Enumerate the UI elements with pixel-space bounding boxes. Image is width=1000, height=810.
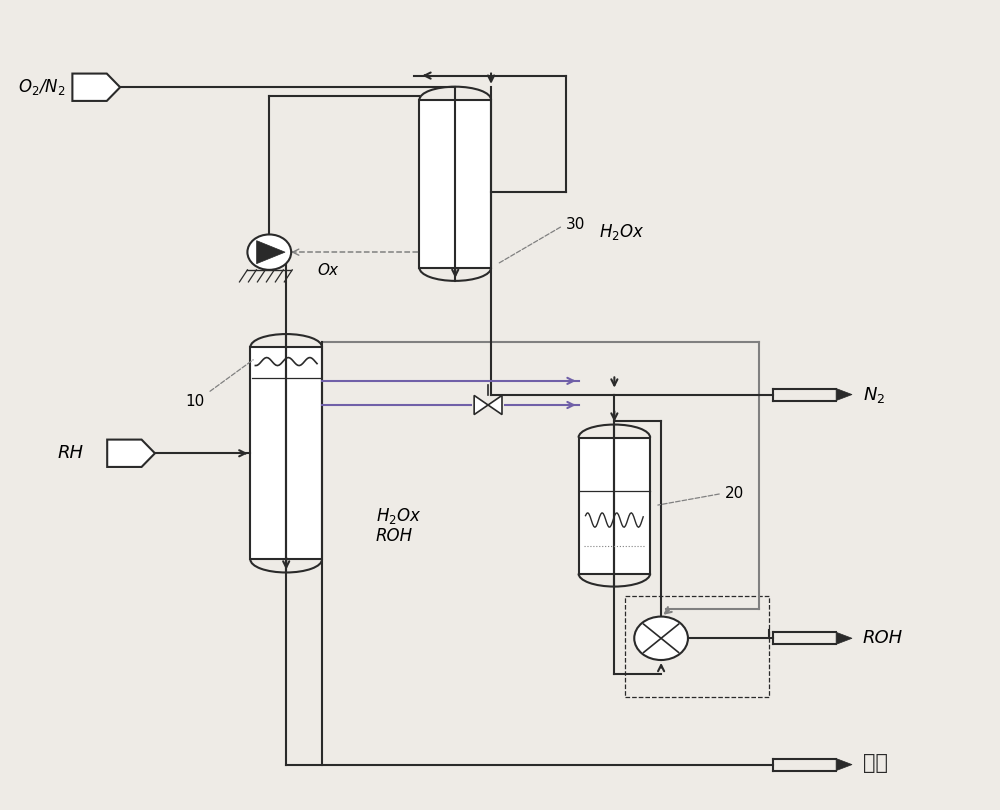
Text: 排放: 排放 [863, 753, 888, 773]
Polygon shape [107, 440, 155, 467]
Text: 20: 20 [658, 485, 744, 505]
Polygon shape [474, 395, 488, 415]
Text: RH: RH [57, 444, 83, 463]
Text: ROH: ROH [863, 629, 903, 647]
Polygon shape [836, 633, 852, 644]
Text: ROH: ROH [376, 527, 413, 545]
Circle shape [247, 234, 291, 270]
Text: H$_2$Ox: H$_2$Ox [599, 222, 645, 242]
Bar [579, 437, 650, 573]
Polygon shape [836, 389, 852, 401]
Polygon shape [488, 395, 502, 415]
Text: N$_2$: N$_2$ [863, 385, 885, 404]
Text: O$_2$/N$_2$: O$_2$/N$_2$ [18, 77, 65, 97]
Text: H$_2$Ox: H$_2$Ox [376, 506, 421, 526]
Text: 30: 30 [498, 216, 585, 263]
Bar [250, 347, 322, 560]
Text: 10: 10 [186, 360, 253, 409]
Bar [625, 596, 769, 697]
Bar [419, 100, 491, 268]
Polygon shape [836, 758, 852, 770]
Circle shape [634, 616, 688, 660]
Polygon shape [72, 74, 120, 101]
Polygon shape [257, 241, 285, 264]
Text: Ox: Ox [317, 263, 338, 278]
